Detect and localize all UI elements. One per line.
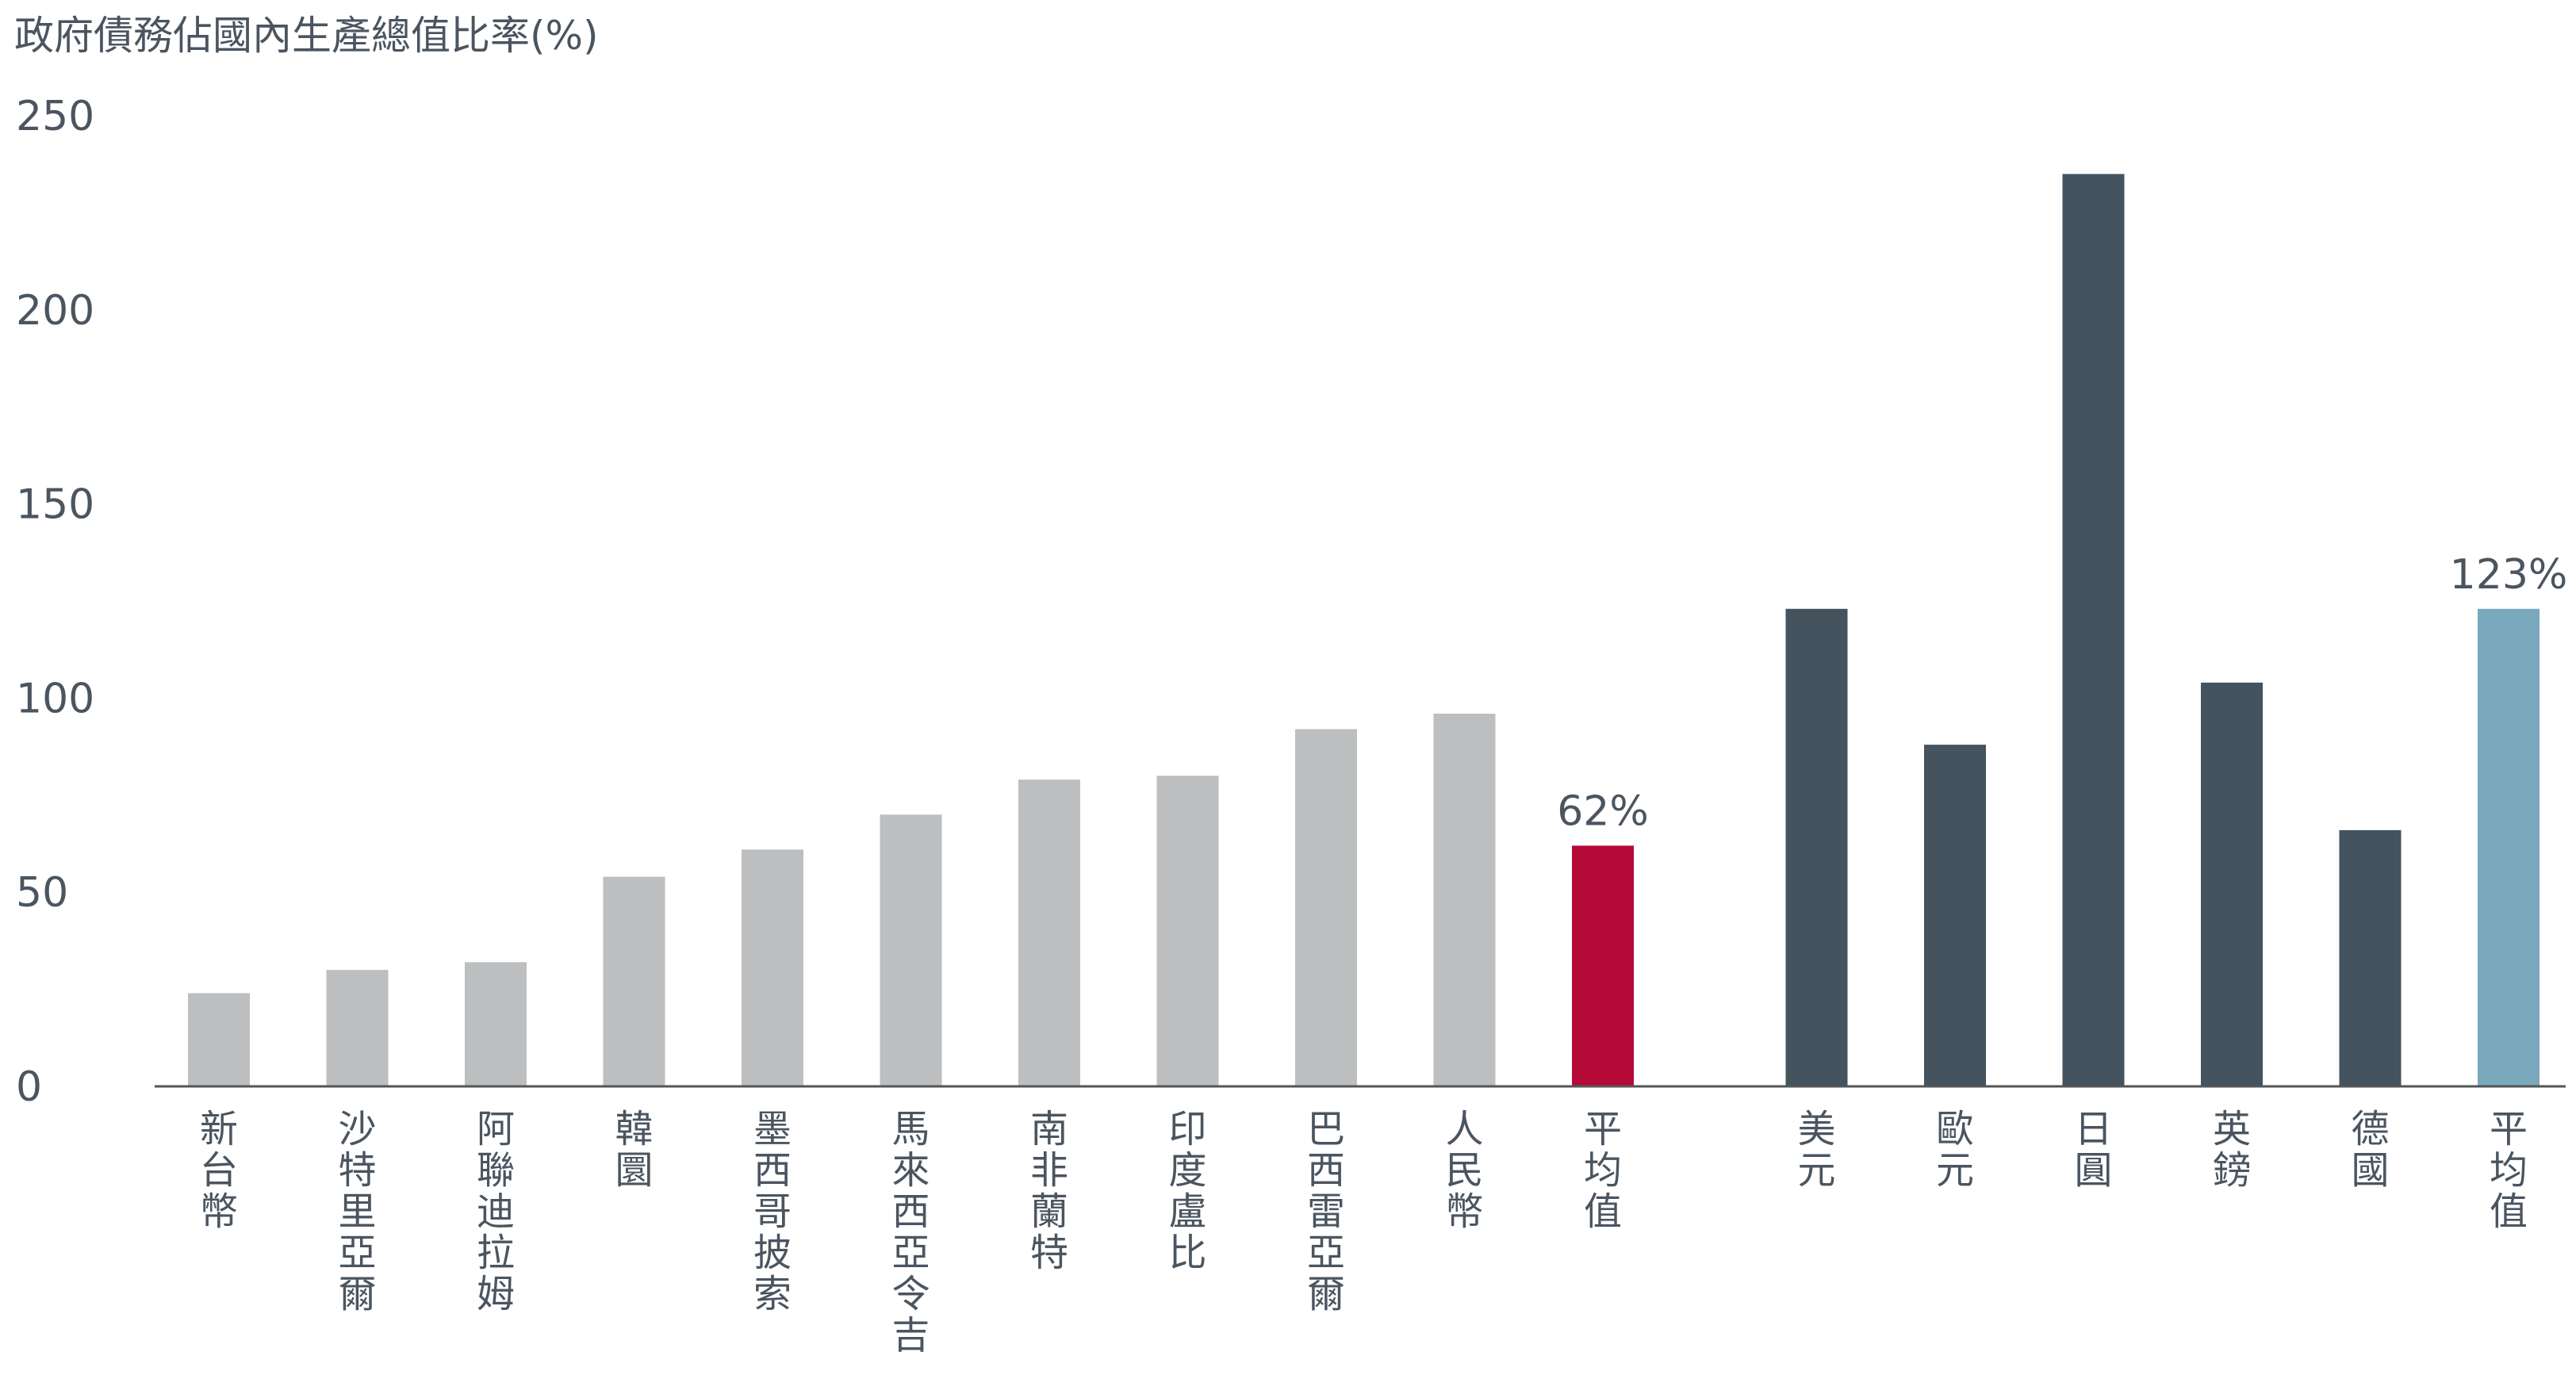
bar <box>2062 174 2125 1087</box>
y-tick-label: 250 <box>16 93 94 140</box>
data-labels: 62% 123% <box>1557 551 2567 836</box>
bar <box>188 993 250 1086</box>
bar <box>1018 779 1080 1086</box>
bar <box>326 970 389 1086</box>
x-axis-categories: 新台幣 沙特里亞爾 阿聯迪拉姆 韓圜 墨西哥披索 馬來西亞令吉 南非蘭特 印度盧比 巴西雷亞爾 人… <box>200 1107 2528 1358</box>
category-label: 人民幣 <box>1445 1107 1483 1234</box>
y-tick-label: 200 <box>16 287 94 335</box>
category-label: 南非蘭特 <box>1030 1107 1068 1275</box>
category-label: 平均值 <box>1584 1107 1622 1234</box>
category-label: 英鎊 <box>2213 1107 2251 1193</box>
y-tick-label: 150 <box>16 481 94 529</box>
bar <box>880 814 942 1086</box>
category-label: 印度盧比 <box>1168 1107 1206 1275</box>
bar <box>742 849 803 1086</box>
data-label: 123% <box>2450 551 2568 599</box>
bar <box>465 962 527 1086</box>
category-label: 歐元 <box>1936 1107 1974 1193</box>
category-label: 新台幣 <box>200 1107 238 1234</box>
chart-title: 政府債務佔國內生產總值比率(%) <box>14 13 599 59</box>
bars <box>188 174 2540 1087</box>
y-tick-label: 0 <box>16 1063 42 1111</box>
y-tick-label: 100 <box>16 675 94 722</box>
category-label: 巴西雷亞爾 <box>1307 1107 1345 1316</box>
bar <box>1924 745 1986 1086</box>
y-tick-label: 50 <box>16 869 68 917</box>
category-label: 阿聯迪拉姆 <box>477 1107 515 1316</box>
category-label: 墨西哥披索 <box>753 1107 792 1316</box>
bar <box>1156 776 1219 1086</box>
bar <box>1433 713 1496 1086</box>
category-label: 馬來西亞令吉 <box>891 1107 930 1358</box>
bar <box>2339 829 2402 1086</box>
bar <box>2478 608 2540 1086</box>
bar <box>603 876 665 1086</box>
category-label: 平均值 <box>2490 1107 2528 1234</box>
bar <box>1785 608 1848 1086</box>
category-label: 沙特里亞爾 <box>338 1107 376 1316</box>
bar <box>1572 845 1634 1086</box>
category-label: 德國 <box>2351 1107 2389 1193</box>
bar <box>2201 682 2263 1086</box>
category-label: 日圓 <box>2074 1107 2112 1193</box>
y-axis: 0 50 100 150 200 250 <box>16 93 94 1111</box>
bar <box>1295 729 1357 1086</box>
category-label: 韓圜 <box>615 1107 653 1193</box>
category-label: 美元 <box>1797 1107 1835 1193</box>
data-label: 62% <box>1557 787 1649 835</box>
